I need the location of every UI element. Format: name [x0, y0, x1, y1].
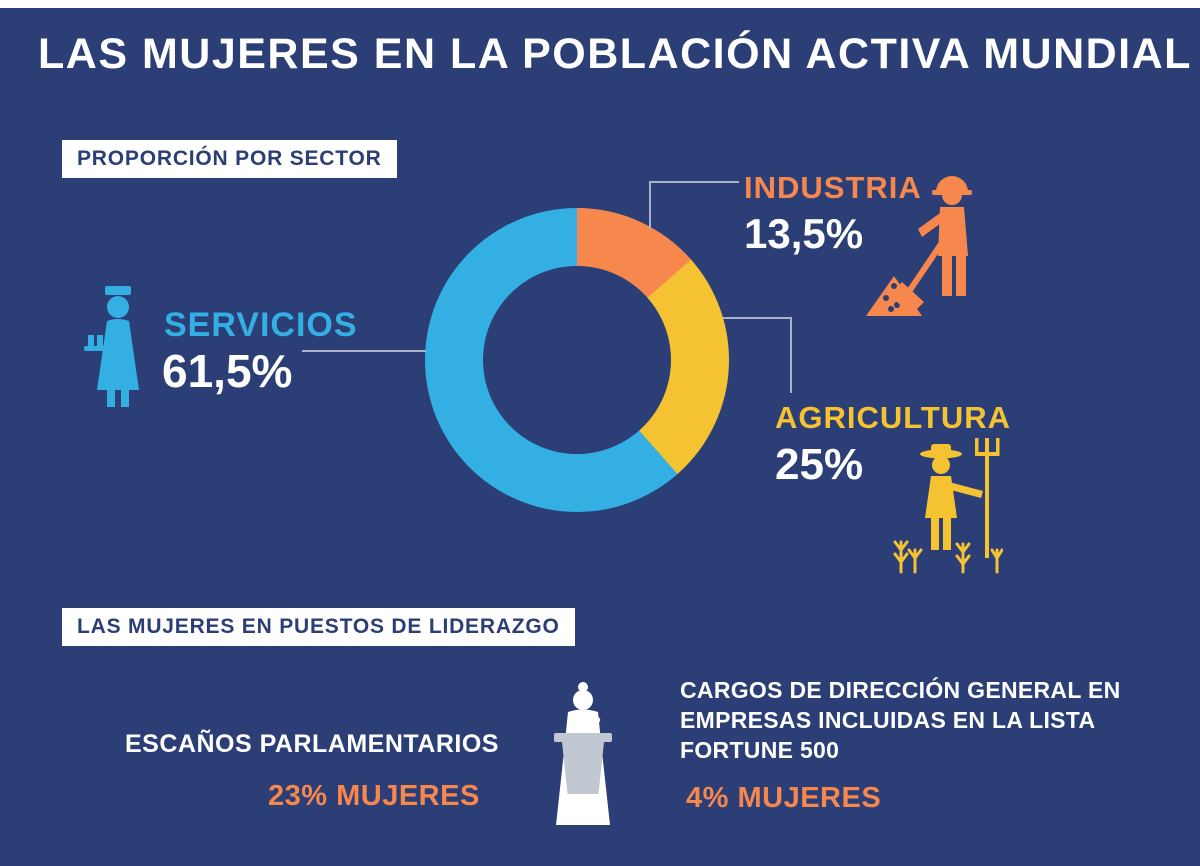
- fortune500-value: 4% MUJERES: [686, 782, 882, 814]
- waitress-icon: [84, 286, 139, 407]
- industria-label: INDUSTRIA: [744, 170, 922, 205]
- section-label-sectors: PROPORCIÓN POR SECTOR: [62, 140, 397, 178]
- section-label-leadership: LAS MUJERES EN PUESTOS DE LIDERAZGO: [62, 608, 575, 646]
- fortune500-title: CARGOS DE DIRECCIÓN GENERAL EN EMPRESAS …: [680, 677, 1121, 763]
- donut-chart: [425, 208, 729, 512]
- agricultura-label: AGRICULTURA: [775, 400, 1012, 435]
- parliament-value: 23% MUJERES: [268, 780, 480, 812]
- connector-industria-vertical: [649, 181, 651, 229]
- industria-value: 13,5%: [744, 210, 864, 257]
- page-title: LAS MUJERES EN LA POBLACIÓN ACTIVA MUNDI…: [38, 30, 1192, 78]
- agricultura-value: 25%: [775, 440, 864, 489]
- connector-services: [302, 350, 426, 352]
- parliament-title: ESCAÑOS PARLAMENTARIOS: [125, 730, 499, 758]
- construction-worker-icon: [866, 176, 972, 316]
- servicios-value: 61,5%: [162, 345, 293, 397]
- servicios-label: SERVICIOS: [164, 306, 358, 344]
- connector-agricultura-horizontal: [723, 317, 792, 319]
- top-edge-strip: [0, 0, 1200, 8]
- donut-chart-hole: [483, 266, 671, 454]
- connector-agricultura-vertical: [790, 317, 792, 393]
- farmer-icon: [893, 438, 1003, 574]
- speaker-at-podium-icon: [554, 682, 612, 825]
- connector-industria-horizontal: [649, 181, 739, 183]
